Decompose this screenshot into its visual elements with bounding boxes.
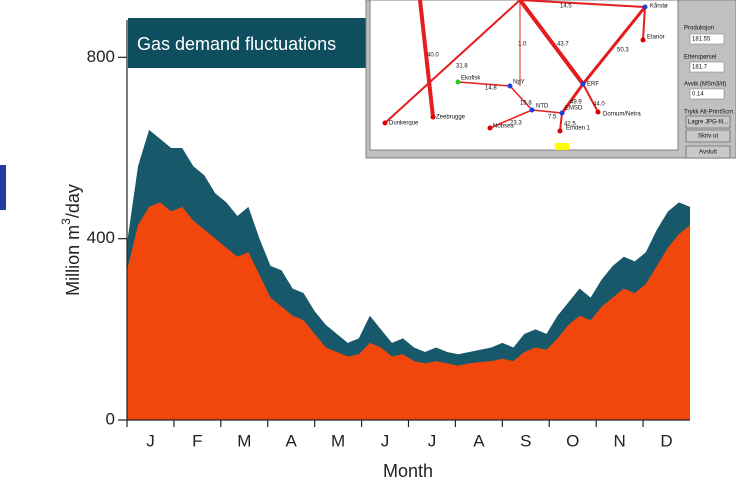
- node-label: 50.3: [617, 48, 629, 54]
- x-tick-label: A: [473, 431, 485, 450]
- node-label: 43.7: [557, 42, 569, 48]
- x-tick-label: O: [566, 431, 579, 450]
- inset-marker: [555, 143, 569, 150]
- chart: 0 400 800 J F M A M J J A S O N D Gas demand fluctuati…: [0, 0, 736, 490]
- node-label: 23.3: [510, 121, 522, 127]
- x-tick-label: J: [146, 431, 155, 450]
- x-tick-label: N: [613, 431, 625, 450]
- inset-screenshot: 14.5 Kårstø Etanor 1.0 43.7 50.3 40.0 31.8 Ekofi…: [366, 0, 736, 158]
- node-label: NTD: [536, 104, 549, 110]
- node: [641, 38, 646, 43]
- panel-text: Produksjon: [684, 26, 714, 32]
- node-label: 31.8: [456, 64, 468, 70]
- node: [456, 80, 461, 85]
- node-label: Ekofisk: [461, 76, 481, 82]
- y-label-part: /day: [63, 184, 83, 218]
- x-tick-label: M: [237, 431, 251, 450]
- y-label-part: Million m: [63, 225, 83, 296]
- node: [581, 82, 586, 87]
- node-label: EMSD: [565, 106, 583, 112]
- panel-text: 181.55: [692, 37, 711, 43]
- y-tick-label: 800: [87, 47, 115, 66]
- node: [530, 108, 535, 113]
- button-label: Lagre JPG-fil...: [688, 120, 728, 126]
- node-label: 1.0: [518, 42, 527, 48]
- y-tick-label: 0: [106, 409, 115, 428]
- x-tick-label: A: [286, 431, 298, 450]
- panel-text: 0.14: [692, 92, 704, 98]
- panel-text: 181.7: [692, 65, 708, 71]
- edge-fragment: [0, 165, 6, 210]
- y-tick-label: 400: [87, 228, 115, 247]
- button-label: Avslutt: [699, 150, 717, 156]
- x-tick-label: J: [381, 431, 390, 450]
- node: [558, 129, 563, 134]
- panel-text: Avvik (MSm3/d): [684, 82, 726, 88]
- chart-title: Gas demand fluctuations: [137, 34, 336, 54]
- node-label: 14.8: [485, 86, 497, 92]
- y-axis-label: Million m3/day: [59, 184, 83, 296]
- x-tick-label: F: [192, 431, 202, 450]
- node: [560, 111, 565, 116]
- node-label: Dunkerque: [389, 121, 419, 127]
- panel-text: Etterspørsel: [684, 55, 716, 61]
- node-label: Dornum/Netra: [603, 112, 641, 118]
- node-label: Emden 1: [566, 126, 591, 132]
- node-label: Kårstø: [650, 3, 668, 10]
- button-label: Skriv ut: [698, 134, 718, 140]
- page: 0 400 800 J F M A M J J A S O N D Gas demand fluctuati…: [0, 0, 736, 490]
- node-label: 15.8: [520, 101, 532, 107]
- x-tick-label: J: [428, 431, 437, 450]
- node-label: 7.5: [548, 115, 557, 121]
- node: [643, 5, 648, 10]
- x-tick-label: S: [520, 431, 531, 450]
- x-tick-label: D: [660, 431, 672, 450]
- node-label: 49.9: [570, 100, 582, 106]
- node: [596, 110, 601, 115]
- node-label: 44.0: [593, 102, 605, 108]
- node: [508, 84, 513, 89]
- node: [488, 126, 493, 131]
- node-label: Zeebrugge: [436, 115, 466, 121]
- node-label: 14.5: [560, 4, 572, 10]
- node-label: 40.0: [427, 53, 439, 59]
- node: [383, 121, 388, 126]
- node-label: ERF: [587, 82, 599, 88]
- node-label: NpY: [513, 80, 525, 86]
- node: [431, 115, 436, 120]
- x-tick-label: M: [331, 431, 345, 450]
- panel-text: Trykk Alt-PrintScrn: [684, 110, 733, 116]
- node-label: Etanor: [647, 35, 665, 41]
- x-axis-label: Month: [383, 461, 433, 481]
